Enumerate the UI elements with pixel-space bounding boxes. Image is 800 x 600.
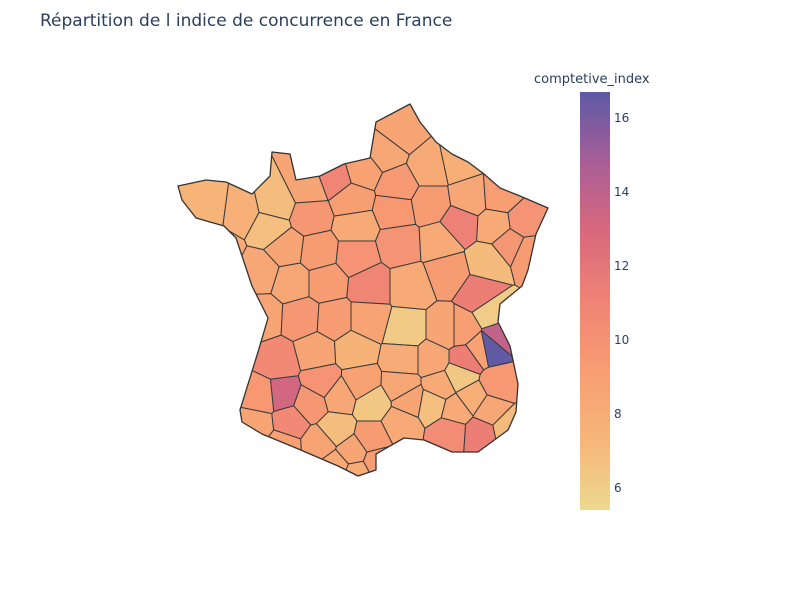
- country-outline: [177, 103, 549, 477]
- colorbar-ticks: 6 8 10 12 14 16: [614, 111, 629, 495]
- colorbar-tick-label: 12: [614, 259, 629, 273]
- colorbar-tick-label: 6: [614, 481, 622, 495]
- chart-title: Répartition de l indice de concurrence e…: [40, 11, 453, 31]
- colorbar-tick-label: 10: [614, 333, 629, 347]
- colorbar-title: comptetive_index: [534, 72, 650, 87]
- colorbar-tick-label: 16: [614, 111, 629, 125]
- colorbar-tick-label: 8: [614, 407, 622, 421]
- colorbar-gradient: [580, 92, 610, 510]
- department-region[interactable]: Loire: [453, 303, 483, 347]
- department-region[interactable]: Paris region: [371, 194, 416, 230]
- colorbar-tick-label: 14: [614, 185, 629, 199]
